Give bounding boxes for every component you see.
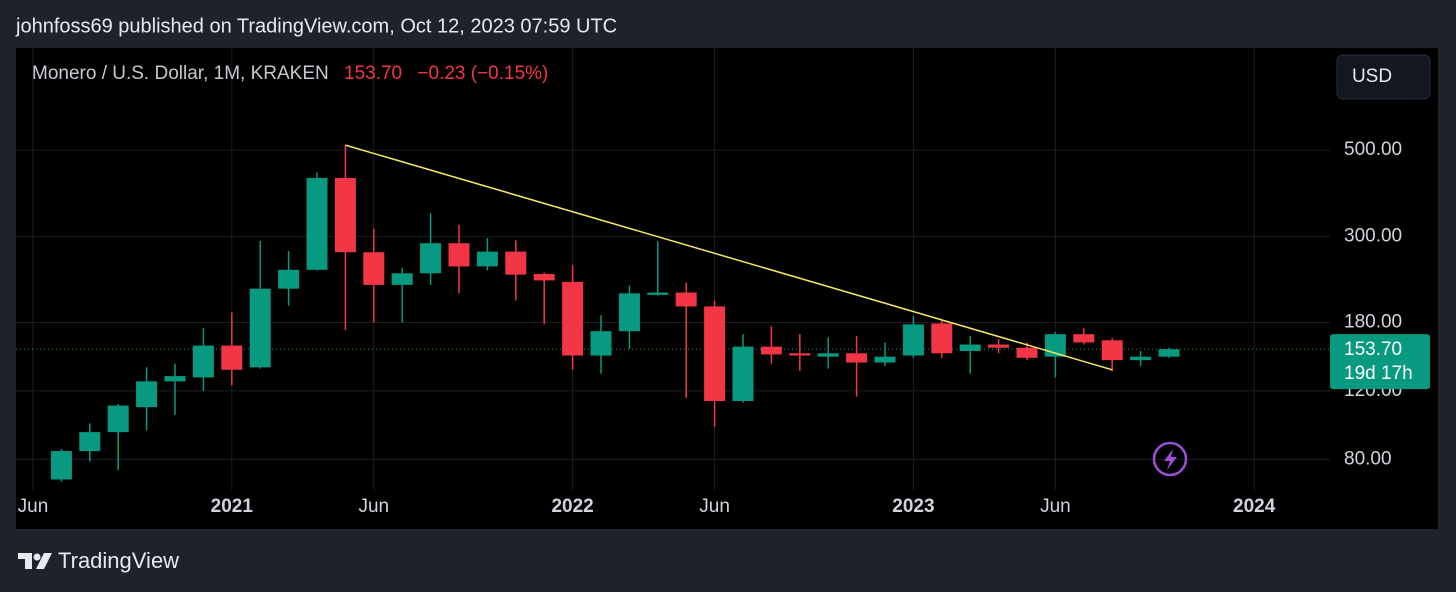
candle-body	[505, 251, 527, 275]
lightning-icon[interactable]	[1152, 441, 1188, 477]
candle-body	[391, 273, 413, 285]
candle-body	[448, 243, 470, 267]
candle-body	[107, 405, 129, 433]
chart-panel	[16, 48, 1438, 529]
candle-body	[959, 344, 981, 352]
candle-body	[164, 376, 186, 382]
candle-body	[1158, 349, 1180, 357]
last-price: 153.70	[344, 63, 402, 84]
change: −0.23 (−0.15%)	[417, 63, 548, 84]
candle-body	[1130, 356, 1152, 361]
y-tick-label: 180.00	[1344, 312, 1402, 333]
icon-bolt[interactable]	[1164, 449, 1177, 470]
currency-button[interactable]: USD	[1336, 54, 1431, 100]
candle-body	[704, 306, 726, 402]
publisher-line: johnfoss69 published on TradingView.com,…	[15, 15, 617, 37]
candle-body	[278, 269, 300, 289]
candle-body	[618, 293, 640, 332]
candle-body	[902, 324, 924, 356]
footer-brand: TradingView	[58, 548, 179, 573]
candle-body	[789, 353, 811, 356]
trendline	[345, 144, 1113, 371]
candle-body	[221, 345, 243, 370]
x-tick-label: Jun	[1040, 496, 1071, 517]
candle-body	[192, 345, 214, 378]
button-bg[interactable]	[1336, 54, 1431, 100]
x-tick-label: Jun	[18, 496, 49, 517]
candle-body	[249, 288, 271, 368]
x-tick-label: Jun	[699, 496, 730, 517]
candle-body	[136, 381, 158, 408]
y-tick-label: 500.00	[1344, 139, 1402, 160]
y-tick-label: 300.00	[1344, 225, 1402, 246]
currency-label[interactable]: USD	[1352, 66, 1392, 87]
candle-body	[590, 331, 612, 356]
chart-legend: Monero / U.S. Dollar, 1M, KRAKEN 153.70 …	[32, 63, 548, 84]
candle-body	[363, 252, 385, 285]
candle-body	[988, 344, 1010, 348]
candle-body	[79, 432, 101, 452]
price-tag-label: 153.70	[1344, 339, 1402, 360]
y-tick-label: 80.00	[1344, 448, 1392, 469]
candle-body	[846, 353, 868, 363]
candle-body	[1016, 347, 1038, 358]
candle-body	[760, 346, 782, 355]
price-tag	[1330, 334, 1430, 390]
logo-slash	[36, 553, 52, 569]
candle-body	[476, 251, 498, 267]
candle-body	[1073, 334, 1095, 343]
candle-body	[874, 356, 896, 363]
footer-logo: TradingView	[18, 548, 179, 573]
candle-body	[533, 273, 555, 281]
symbol: Monero / U.S. Dollar, 1M, KRAKEN	[32, 63, 329, 84]
candle-body	[817, 353, 839, 357]
x-tick-label: 2024	[1233, 496, 1276, 517]
x-tick-label: Jun	[358, 496, 389, 517]
candle-body	[675, 292, 697, 307]
candle-body	[334, 177, 356, 253]
candle-body	[306, 177, 328, 270]
candle-body	[732, 346, 754, 402]
x-tick-label: 2023	[892, 496, 934, 517]
candle-body	[1101, 340, 1123, 361]
logo-dot	[33, 553, 41, 561]
candle-body	[50, 451, 72, 480]
candle-body	[647, 292, 669, 295]
candle-body	[420, 243, 442, 274]
x-tick-label: 2022	[551, 496, 593, 517]
candle-body	[562, 281, 584, 356]
candle-body	[931, 323, 953, 354]
icon-ring[interactable]	[1152, 441, 1188, 477]
countdown: 19d 17h	[1344, 363, 1413, 384]
logo-mark	[18, 553, 32, 569]
x-tick-label: 2021	[211, 496, 254, 517]
plot: Jun 2021 Jun 2022 Jun 2023 Jun 202480.00120.001…	[16, 48, 1430, 517]
